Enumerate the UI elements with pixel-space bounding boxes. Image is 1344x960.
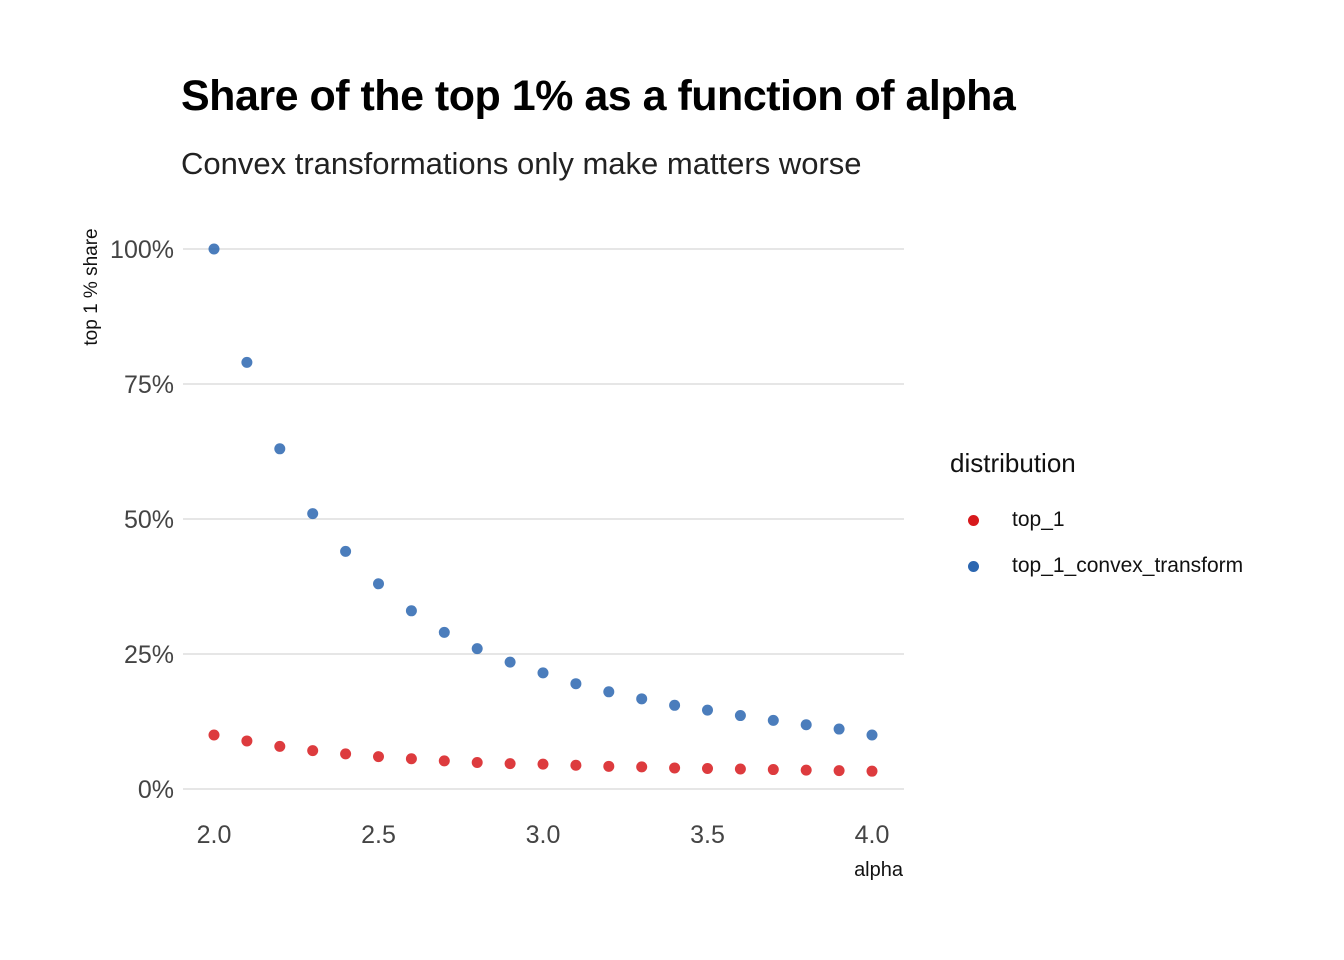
data-point: [702, 704, 713, 716]
x-axis-title: alpha: [854, 859, 904, 881]
data-point: [603, 686, 615, 698]
data-point: [669, 699, 681, 711]
chart-title: Share of the top 1% as a function of alp…: [181, 72, 1016, 120]
data-point: [340, 545, 352, 557]
x-axis-ticks: 2.0 2.5 3.0 3.5 4.0: [197, 821, 890, 849]
data-point: [570, 678, 582, 690]
data-point: [471, 757, 483, 769]
data-point: [734, 710, 746, 722]
legend: distribution top_1 top_1_convex_transfor…: [950, 448, 1243, 589]
data-points: [208, 243, 878, 777]
data-point: [405, 753, 417, 765]
data-point: [767, 764, 779, 776]
legend-key-top-1: [968, 514, 979, 526]
data-point: [504, 656, 516, 668]
data-point: [833, 765, 845, 777]
legend-item-top-1: top_1: [950, 497, 1243, 543]
data-point: [208, 729, 220, 741]
data-point: [241, 735, 253, 747]
data-point: [702, 762, 713, 774]
data-point: [537, 758, 549, 770]
legend-label-top-1-convex-transform: top_1_convex_transform: [1012, 554, 1244, 577]
data-point: [307, 508, 319, 520]
data-point: [438, 626, 450, 638]
gridlines: [183, 248, 904, 790]
y-tick-label: 0%: [138, 776, 174, 804]
y-tick-label: 75%: [124, 371, 174, 399]
series-top-1-convex-transform: [208, 243, 878, 741]
data-point: [866, 765, 878, 777]
y-axis-title: top 1 % share: [81, 228, 102, 345]
data-point: [636, 693, 648, 705]
x-tick-label: 2.0: [197, 821, 232, 849]
data-point: [669, 762, 681, 774]
x-tick-label: 3.5: [690, 821, 725, 849]
data-point: [800, 764, 812, 776]
data-point: [537, 667, 549, 679]
data-point: [570, 759, 582, 771]
legend-label-top-1: top_1: [1012, 508, 1065, 531]
data-point: [734, 763, 746, 775]
data-point: [405, 605, 417, 617]
legend-key-top-1-convex-transform: [968, 560, 979, 572]
chart-subtitle: Convex transformations only make matters…: [181, 146, 862, 181]
y-tick-label: 25%: [124, 641, 174, 669]
x-tick-label: 3.0: [526, 821, 561, 849]
x-tick-label: 2.5: [361, 821, 396, 849]
data-point: [373, 578, 384, 590]
data-point: [800, 719, 812, 731]
data-point: [307, 745, 319, 757]
data-point: [274, 740, 286, 752]
y-axis-ticks: 0% 25% 50% 75% 100%: [110, 236, 174, 804]
legend-item-top-1-convex-transform: top_1_convex_transform: [950, 543, 1243, 589]
data-point: [274, 443, 286, 455]
data-point: [438, 755, 450, 767]
data-point: [373, 751, 384, 763]
y-tick-label: 50%: [124, 506, 174, 534]
series-top-1: [208, 729, 878, 777]
data-point: [833, 723, 845, 735]
y-tick-label: 100%: [110, 236, 174, 264]
data-point: [340, 748, 352, 760]
data-point: [866, 729, 878, 741]
data-point: [241, 356, 253, 368]
data-point: [636, 761, 648, 773]
x-tick-label: 4.0: [855, 821, 890, 849]
data-point: [603, 760, 615, 772]
data-point: [504, 758, 516, 770]
legend-title: distribution: [950, 448, 1076, 478]
data-point: [208, 243, 220, 255]
data-point: [767, 714, 779, 726]
data-point: [471, 643, 483, 655]
